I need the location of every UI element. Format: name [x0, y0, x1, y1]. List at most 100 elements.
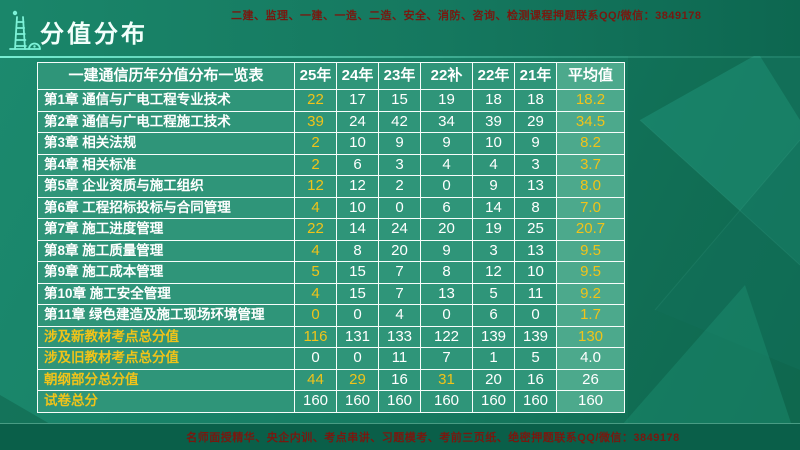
score-cell: 0: [420, 175, 473, 198]
score-cell: 9: [472, 175, 515, 198]
score-cell: 4: [378, 304, 421, 327]
score-cell: 20: [472, 368, 515, 391]
score-cell: 11: [378, 347, 421, 370]
score-cell: 44: [294, 368, 337, 391]
score-cell: 18: [472, 89, 515, 112]
score-cell: 0: [336, 304, 379, 327]
score-cell: 13: [420, 282, 473, 305]
score-cell: 17: [336, 89, 379, 112]
score-cell: 116: [294, 325, 337, 348]
score-cell: 11: [514, 282, 557, 305]
year-column-header: 21年: [514, 62, 557, 90]
score-cell: 24: [336, 110, 379, 133]
top-promo-text: 二建、监理、一建、一造、二造、安全、消防、咨询、检测课程押题联系QQ/微信：38…: [231, 10, 702, 22]
score-cell: 0: [420, 304, 473, 327]
score-cell: 4.0: [556, 347, 625, 370]
table-row: 第8章 施工质量管理 4 8 20 9 3 13 9.5: [37, 239, 625, 262]
score-cell: 122: [420, 325, 473, 348]
score-cell: 1.7: [556, 304, 625, 327]
score-cell: 42: [378, 110, 421, 133]
score-cell: 10: [336, 132, 379, 155]
row-label-cell: 朝纲部分总分值: [37, 368, 295, 391]
row-label-cell: 试卷总分: [37, 390, 295, 413]
score-cell: 20.7: [556, 218, 625, 241]
page-title: 分值分布: [40, 21, 148, 48]
slide-footer: 名师面授精华、央企内训、考点串讲、习题模考、考前三页纸、绝密押题联系QQ/微信：…: [0, 423, 800, 450]
table-row: 试卷总分 160 160 160 160 160 160 160: [37, 390, 625, 413]
score-cell: 15: [336, 261, 379, 284]
score-cell: 5: [294, 261, 337, 284]
score-cell: 3: [514, 153, 557, 176]
row-label-cell: 第5章 企业资质与施工组织: [37, 175, 295, 198]
score-cell: 18.2: [556, 89, 625, 112]
score-cell: 4: [294, 282, 337, 305]
table-row: 第11章 绿色建造及施工现场环境管理 0 0 4 0 6 0 1.7: [37, 304, 625, 327]
score-cell: 131: [336, 325, 379, 348]
score-cell: 4: [294, 196, 337, 219]
row-label-cell: 涉及新教材考点总分值: [37, 325, 295, 348]
table-row: 第2章 通信与广电工程施工技术 39 24 42 34 39 29 34.5: [37, 110, 625, 133]
score-cell: 13: [514, 239, 557, 262]
score-cell: 9.5: [556, 261, 625, 284]
score-cell: 6: [420, 196, 473, 219]
score-cell: 2: [294, 132, 337, 155]
score-cell: 160: [420, 390, 473, 413]
score-cell: 12: [472, 261, 515, 284]
score-cell: 133: [378, 325, 421, 348]
table-row: 第5章 企业资质与施工组织 12 12 2 0 9 13 8.0: [37, 175, 625, 198]
table-row: 第1章 通信与广电工程专业技术 22 17 15 19 18 18 18.2: [37, 89, 625, 112]
score-cell: 34.5: [556, 110, 625, 133]
row-label-cell: 第10章 施工安全管理: [37, 282, 295, 305]
score-cell: 139: [472, 325, 515, 348]
score-cell: 10: [472, 132, 515, 155]
score-cell: 19: [420, 89, 473, 112]
score-cell: 5: [472, 282, 515, 305]
row-label-cell: 第2章 通信与广电工程施工技术: [37, 110, 295, 133]
table-row: 第4章 相关标准 2 6 3 4 4 3 3.7: [37, 153, 625, 176]
table-title-cell: 一建通信历年分值分布一览表: [37, 62, 295, 90]
score-cell: 20: [378, 239, 421, 262]
score-cell: 29: [514, 110, 557, 133]
score-cell: 26: [556, 368, 625, 391]
row-label-cell: 第8章 施工质量管理: [37, 239, 295, 262]
score-cell: 2: [294, 153, 337, 176]
score-cell: 14: [472, 196, 515, 219]
score-cell: 31: [420, 368, 473, 391]
score-cell: 7: [378, 282, 421, 305]
score-cell: 160: [294, 390, 337, 413]
score-cell: 25: [514, 218, 557, 241]
score-cell: 139: [514, 325, 557, 348]
score-cell: 160: [336, 390, 379, 413]
row-label-cell: 第1章 通信与广电工程专业技术: [37, 89, 295, 112]
table-row: 第9章 施工成本管理 5 15 7 8 12 10 9.5: [37, 261, 625, 284]
year-column-header: 22年: [472, 62, 515, 90]
score-cell: 8: [420, 261, 473, 284]
score-cell: 160: [514, 390, 557, 413]
score-cell: 8: [514, 196, 557, 219]
score-cell: 9: [514, 132, 557, 155]
year-column-header: 平均值: [556, 62, 625, 90]
score-cell: 22: [294, 89, 337, 112]
score-cell: 9: [378, 132, 421, 155]
score-cell: 4: [472, 153, 515, 176]
score-cell: 0: [294, 304, 337, 327]
score-cell: 16: [378, 368, 421, 391]
score-cell: 8.0: [556, 175, 625, 198]
table-row: 第10章 施工安全管理 4 15 7 13 5 11 9.2: [37, 282, 625, 305]
row-label-cell: 涉及旧教材考点总分值: [37, 347, 295, 370]
score-cell: 160: [378, 390, 421, 413]
bottom-promo-text: 名师面授精华、央企内训、考点串讲、习题模考、考前三页纸、绝密押题联系QQ/微信：…: [186, 432, 680, 444]
score-cell: 9.2: [556, 282, 625, 305]
score-cell: 9.5: [556, 239, 625, 262]
score-cell: 19: [472, 218, 515, 241]
score-cell: 39: [472, 110, 515, 133]
year-column-header: 23年: [378, 62, 421, 90]
score-cell: 6: [472, 304, 515, 327]
score-cell: 20: [420, 218, 473, 241]
score-cell: 7.0: [556, 196, 625, 219]
score-cell: 5: [514, 347, 557, 370]
score-cell: 130: [556, 325, 625, 348]
score-cell: 34: [420, 110, 473, 133]
